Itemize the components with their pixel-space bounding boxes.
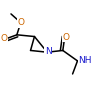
Text: O: O — [1, 34, 8, 43]
Text: N: N — [45, 47, 51, 56]
Text: O: O — [63, 33, 70, 42]
Text: O: O — [17, 18, 24, 27]
Text: NH: NH — [78, 56, 91, 65]
